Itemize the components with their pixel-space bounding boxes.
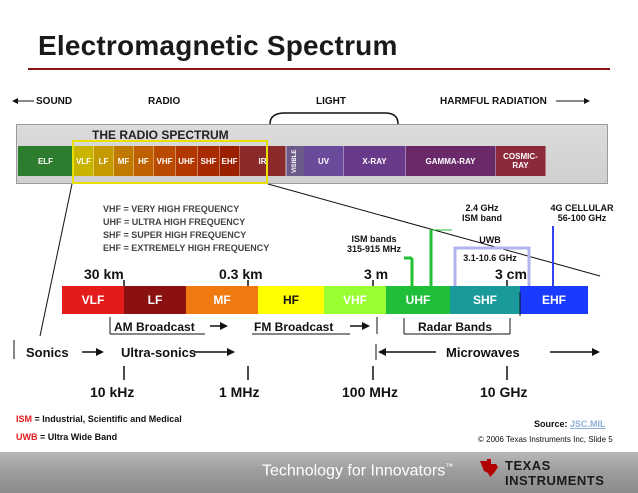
radar-bands-label: Radar Bands: [418, 320, 493, 334]
footer-tagline: Technology for Innovators™: [262, 462, 454, 480]
ism-bands-label: ISM bands 315-915 MHz: [346, 234, 402, 254]
band-vhf: VHF: [324, 286, 386, 314]
radio-spectrum-title: THE RADIO SPECTRUM: [92, 128, 229, 142]
band-hf: HF: [258, 286, 324, 314]
band-vlf: VLF: [62, 286, 124, 314]
ism-note: ISM = Industrial, Scientific and Medical: [16, 414, 182, 424]
source-note: Source: JSC.MIL: [534, 419, 606, 429]
definition-uhf: UHF = ULTRA HIGH FREQUENCY: [103, 217, 246, 227]
uwb-note: UWB = Ultra Wide Band: [16, 432, 117, 442]
slide-title: Electromagnetic Spectrum: [38, 30, 398, 61]
wavelength-03km: 0.3 km: [219, 266, 263, 282]
footer-bar: [0, 452, 638, 493]
definition-shf: SHF = SUPER HIGH FREQUENCY: [103, 230, 247, 240]
spectrum-band-gamma-ray: GAMMA-RAY: [406, 146, 496, 176]
frequency-10ghz: 10 GHz: [480, 384, 528, 400]
spectrum-band-lf: LF: [94, 146, 114, 176]
ism-definition: = Industrial, Scientific and Medical: [32, 414, 182, 424]
ultrasonics-label: Ultra-sonics: [121, 345, 197, 360]
category-sound: SOUND: [36, 96, 73, 107]
wavelength-30km: 30 km: [84, 266, 124, 282]
spectrum-band-elf: ELF: [18, 146, 74, 176]
cellular-label: 4G CELLULAR 56-100 GHz: [550, 203, 614, 223]
band-mf: MF: [186, 286, 258, 314]
category-light: LIGHT: [316, 96, 346, 107]
title-divider: [28, 68, 610, 70]
spectrum-band-ir: IR: [240, 146, 286, 176]
frequency-100mhz: 100 MHz: [342, 384, 399, 400]
spectrum-band-hf: HF: [134, 146, 154, 176]
spectrum-band-ehf: EHF: [220, 146, 240, 176]
band-ehf: EHF: [520, 286, 588, 314]
radio-highlight-box: [72, 140, 268, 184]
spectrum-band-uv: UV: [304, 146, 344, 176]
spectrum-band-shf: SHF: [198, 146, 220, 176]
microwaves-label: Microwaves: [446, 345, 520, 360]
source-link[interactable]: JSC.MIL: [570, 419, 606, 429]
definition-ehf: EHF = EXTREMELY HIGH FREQUENCY: [103, 243, 270, 253]
ism-abbr: ISM: [16, 414, 33, 424]
spectrum-band-vhf: VHF: [154, 146, 176, 176]
spectrum-band-vlf: VLF: [74, 146, 94, 176]
fm-broadcast-label: FM Broadcast: [254, 320, 334, 334]
spectrum-band-x-ray: X-RAY: [344, 146, 406, 176]
am-broadcast-label: AM Broadcast: [114, 320, 195, 334]
uwb-range-label: 3.1-10.6 GHz: [463, 253, 517, 263]
ism-24ghz-label: 2.4 GHz ISM band: [462, 203, 502, 223]
copyright-note: © 2006 Texas Instruments Inc, Slide 5: [478, 435, 613, 444]
definition-vhf: VHF = VERY HIGH FREQUENCY: [103, 204, 240, 214]
band-uhf: UHF: [386, 286, 450, 314]
spectrum-band-mf: MF: [114, 146, 134, 176]
wavelength-3cm: 3 cm: [495, 266, 527, 282]
ti-logo-icon: [480, 459, 498, 477]
category-radio: RADIO: [148, 96, 181, 107]
wavelength-3m: 3 m: [364, 266, 389, 282]
uwb-abbr: UWB: [16, 432, 38, 442]
uwb-label: UWB: [479, 235, 501, 245]
category-harmful-radiation: HARMFUL RADIATION: [440, 96, 547, 107]
spectrum-band-cosmic-ray: COSMIC-RAY: [496, 146, 546, 176]
band-lf: LF: [124, 286, 186, 314]
uwb-definition: = Ultra Wide Band: [37, 432, 118, 442]
spectrum-band-uhf: UHF: [176, 146, 198, 176]
company-name: TEXAS INSTRUMENTS: [505, 458, 605, 488]
frequency-1mhz: 1 MHz: [219, 384, 260, 400]
frequency-10khz: 10 kHz: [90, 384, 135, 400]
sonics-label: Sonics: [26, 345, 69, 360]
band-shf: SHF: [450, 286, 520, 314]
